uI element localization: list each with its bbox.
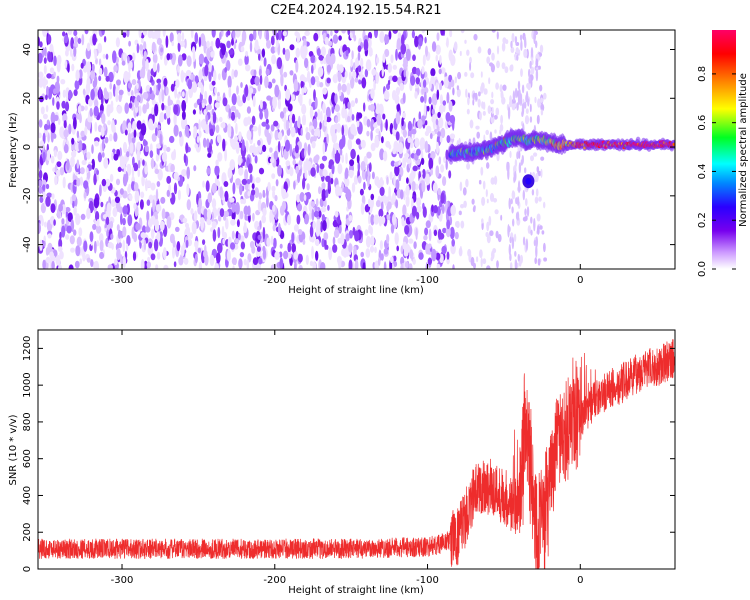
- figure-title: C2E4.2024.192.15.54.R21: [270, 3, 441, 18]
- y-tick-label: -20: [22, 188, 33, 204]
- y-tick-label: 600: [22, 449, 33, 468]
- x-tick-label: -200: [263, 575, 286, 586]
- snr-x-ticks: -300 -200 -100 0: [111, 330, 583, 586]
- snr-frame: [37, 329, 676, 570]
- y-tick-label: 40: [22, 43, 33, 56]
- y-tick-label: 400: [22, 486, 33, 505]
- colorbar-tick-label: 0.8: [697, 66, 708, 82]
- snr-y-label: SNR (10 * v/v): [8, 414, 19, 485]
- y-tick-label: 20: [22, 92, 33, 105]
- snr-x-label: Height of straight line (km): [288, 585, 424, 596]
- spectrogram-y-label: Frequency (Hz): [8, 112, 19, 188]
- spectrogram-frame: [37, 29, 676, 270]
- x-tick-label: -100: [416, 575, 439, 586]
- colorbar-ticks: 0.0 0.2 0.4 0.6 0.8: [697, 66, 736, 277]
- x-tick-label: 0: [577, 275, 583, 286]
- snr-panel: -300 -200 -100 0 0 200 400 600 800 1000 1200 Heig…: [8, 329, 676, 596]
- colorbar-tick-label: 0.0: [697, 261, 708, 277]
- colorbar-label: Normalized spectral amplitude: [738, 73, 749, 227]
- spectrogram-noise-field: [38, 30, 547, 269]
- x-tick-label: -300: [111, 275, 134, 286]
- x-tick-label: 0: [577, 575, 583, 586]
- y-tick-label: 200: [22, 523, 33, 542]
- spectrogram-y-ticks: -40 -20 0 20 40: [22, 43, 675, 253]
- spectrogram-x-label: Height of straight line (km): [288, 285, 424, 296]
- y-tick-label: 0: [22, 144, 33, 150]
- y-tick-label: 1200: [22, 336, 33, 361]
- spectrogram-x-ticks: -300 -200 -100 0: [111, 30, 583, 286]
- colorbar-tick-label: 0.6: [697, 115, 708, 131]
- y-tick-label: 800: [22, 412, 33, 431]
- y-tick-label: 1000: [22, 372, 33, 397]
- spectrogram-signal-ridge: [447, 128, 675, 189]
- colorbar-gradient: [712, 30, 736, 269]
- x-tick-label: -200: [263, 275, 286, 286]
- colorbar: 0.0 0.2 0.4 0.6 0.8 Normalized spectral ampl…: [697, 30, 749, 277]
- spectrogram-marks: [38, 30, 675, 269]
- y-tick-label: 0: [22, 566, 33, 572]
- colorbar-tick-label: 0.4: [697, 163, 708, 179]
- snr-y-ticks: 0 200 400 600 800 1000 1200: [22, 336, 675, 572]
- colorbar-tick-label: 0.2: [697, 212, 708, 228]
- x-tick-label: -100: [416, 275, 439, 286]
- x-tick-label: -300: [111, 575, 134, 586]
- snr-series-line: [38, 339, 675, 569]
- y-tick-label: -40: [22, 236, 33, 252]
